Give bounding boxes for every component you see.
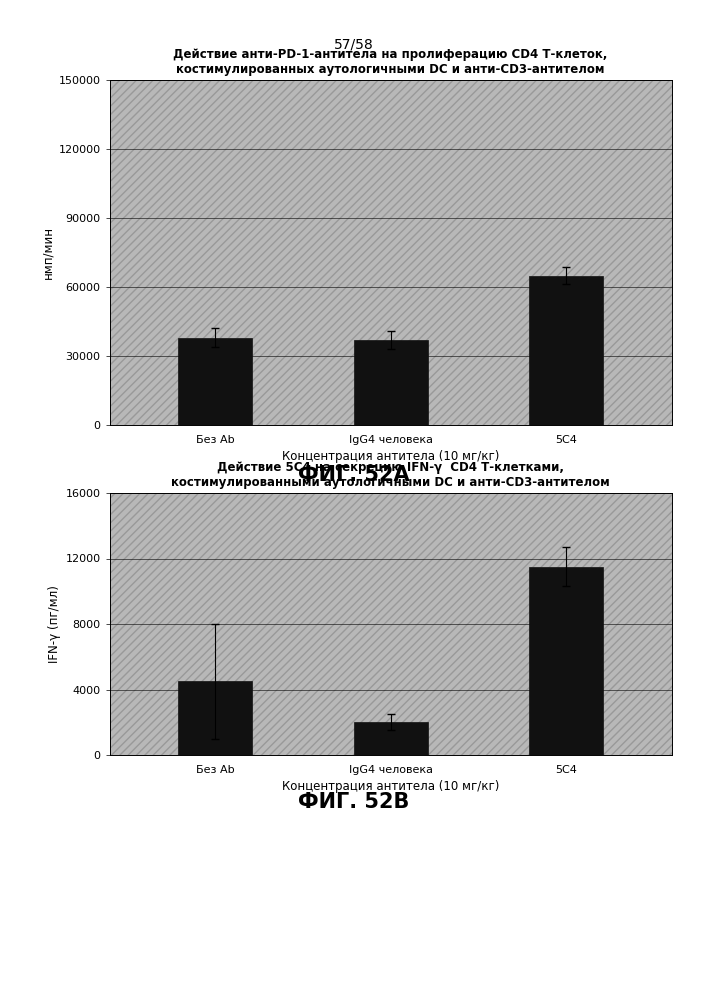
X-axis label: Концентрация антитела (10 мг/кг): Концентрация антитела (10 мг/кг) [282,780,499,793]
Bar [354,722,428,755]
Bar [530,567,603,755]
Bar [178,338,252,425]
Bar [178,681,252,755]
Text: 57/58: 57/58 [334,37,373,51]
Bar [354,340,428,425]
Y-axis label: IFN-γ (пг/мл): IFN-γ (пг/мл) [48,585,62,663]
X-axis label: Концентрация антитела (10 мг/кг): Концентрация антитела (10 мг/кг) [282,450,499,463]
Y-axis label: нмп/мин: нмп/мин [41,226,54,279]
Title: Действие анти-PD-1-антитела на пролиферацию CD4 Т-клеток,
костимулированных ауто: Действие анти-PD-1-антитела на пролифера… [173,48,608,76]
Text: ФИГ. 52А: ФИГ. 52А [298,465,409,485]
Title: Действие 5С4 на секрецию IFN-γ  CD4 Т-клетками,
костимулированными аутологичными: Действие 5С4 на секрецию IFN-γ CD4 Т-кле… [171,461,610,489]
Text: ФИГ. 52В: ФИГ. 52В [298,792,409,812]
Bar [530,275,603,425]
